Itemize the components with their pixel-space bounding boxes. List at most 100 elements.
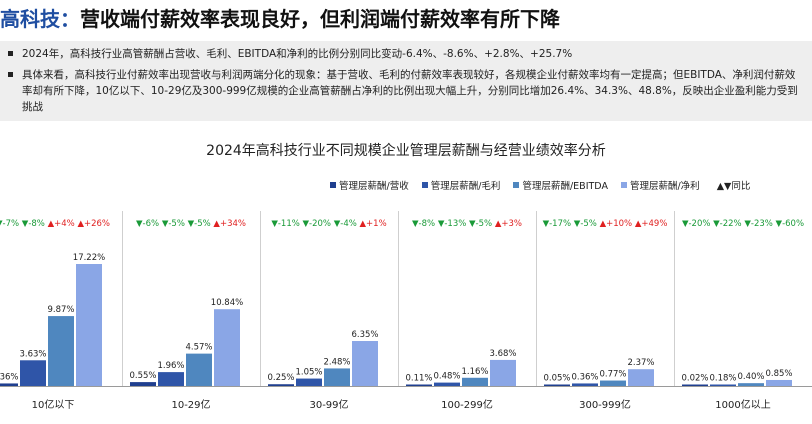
bar <box>214 309 240 386</box>
bar-value-label: 0.11% <box>405 374 432 384</box>
legend-label: 管理层薪酬/净利 <box>629 181 700 192</box>
bar <box>766 379 792 386</box>
bar-value-label: 0.36% <box>571 372 598 382</box>
summary-bullet-text: 具体来看，高科技行业付薪效率出现营收与利润两端分化的现象：基于营收、毛利的付薪效… <box>22 69 798 113</box>
bar <box>0 383 18 386</box>
yoy-change-row: ▼-8% ▼-13% ▼-5% ▲+3% <box>412 219 522 229</box>
x-tick-label: 30-99亿 <box>309 398 348 411</box>
yoy-change-label: ▼-6% <box>136 219 162 229</box>
bar-value-label: 1.16% <box>461 367 488 377</box>
yoy-change-label: ▼-5% <box>162 219 188 229</box>
bar <box>682 384 708 386</box>
bar-value-label: 4.57% <box>185 343 212 353</box>
bar <box>268 384 294 386</box>
yoy-change-label: ▼-5% <box>469 219 495 229</box>
summary-panel: 2024年，高科技行业高管薪酬占营收、毛利、EBITDA和净利的比例分别同比变动… <box>0 41 812 121</box>
yoy-change-label: ▲+3% <box>495 219 522 229</box>
bar-value-label: 2.48% <box>323 357 350 367</box>
bar <box>544 384 570 386</box>
bar <box>434 382 460 386</box>
legend-label: 管理层薪酬/营收 <box>339 181 409 192</box>
legend-item-net-profit: 管理层薪酬/净利 <box>620 178 700 192</box>
yoy-change-label: ▼-8% <box>22 219 48 229</box>
bullet-square-icon <box>8 51 13 56</box>
bar-value-label: 0.85% <box>765 369 792 379</box>
bar <box>406 384 432 386</box>
legend-swatch <box>421 182 428 188</box>
legend-swatch <box>620 182 627 188</box>
legend-item-gross-profit: 管理层薪酬/毛利 <box>421 178 501 192</box>
bar-value-label: 1.96% <box>157 361 184 371</box>
bullet-square-icon <box>8 72 13 77</box>
bar-value-label: 1.05% <box>295 368 322 378</box>
yoy-change-label: ▼-5% <box>574 219 600 229</box>
bar-value-label: 0.05% <box>543 374 570 384</box>
yoy-change-label: ▼-5% <box>188 219 214 229</box>
yoy-change-row: ▼-20% ▼-22% ▼-23% ▼-60% <box>682 219 804 229</box>
x-tick-label: 10亿以下 <box>32 398 75 411</box>
bar <box>600 380 626 386</box>
x-tick-label: 300-999亿 <box>579 398 631 411</box>
bar <box>48 316 74 386</box>
bar-value-label: 10.84% <box>211 298 243 308</box>
bar-value-label: 3.63% <box>19 349 46 359</box>
legend-item-revenue: 管理层薪酬/营收 <box>330 178 409 192</box>
bar-chart: ▼-7% ▼-8% ▲+4% ▲+26% 0.36% 3.63% 9.87% 17.22… <box>0 211 812 411</box>
yoy-change-label: ▲+1% <box>360 219 387 229</box>
bar <box>710 384 736 386</box>
bar <box>738 383 764 386</box>
bar-value-label: 0.36% <box>0 372 19 382</box>
yoy-change-label: ▲+4% <box>48 219 78 229</box>
bar <box>130 382 156 386</box>
bar <box>296 378 322 386</box>
yoy-change-row: ▼-11% ▼-20% ▼-4% ▲+1% <box>271 219 386 229</box>
yoy-change-row: ▼-6% ▼-5% ▼-5% ▲+34% <box>136 219 246 229</box>
yoy-change-label: ▼-17% <box>543 219 574 229</box>
bar <box>462 377 488 386</box>
bar <box>572 383 598 386</box>
legend-swatch <box>513 182 520 188</box>
bar <box>186 353 212 386</box>
summary-bullet-text: 2024年，高科技行业高管薪酬占营收、毛利、EBITDA和净利的比例分别同比变动… <box>22 48 573 60</box>
bar <box>324 368 350 386</box>
bar-value-label: 2.37% <box>627 358 654 368</box>
yoy-change-label: ▼-23% <box>744 219 775 229</box>
yoy-change-label: ▼-11% <box>271 219 302 229</box>
bar-value-label: 0.48% <box>433 372 460 382</box>
yoy-change-label: ▼-13% <box>438 219 469 229</box>
bar-value-label: 0.77% <box>599 370 626 380</box>
x-tick-label: 10-29亿 <box>171 398 210 411</box>
yoy-change-label: ▼-7% <box>0 219 22 229</box>
bar-value-label: 9.87% <box>47 305 74 315</box>
x-tick-label: 100-299亿 <box>441 398 493 411</box>
bar-value-label: 0.40% <box>737 372 764 382</box>
legend-item-ebitda: 管理层薪酬/EBITDA <box>513 178 608 192</box>
summary-bullet-1: 2024年，高科技行业高管薪酬占营收、毛利、EBITDA和净利的比例分别同比变动… <box>8 46 805 62</box>
bar <box>628 369 654 386</box>
bar-value-label: 3.68% <box>489 349 516 359</box>
bar-value-label: 0.25% <box>267 373 294 383</box>
yoy-change-label: ▲+34% <box>213 219 246 229</box>
bar <box>352 341 378 386</box>
yoy-change-row: ▼-7% ▼-8% ▲+4% ▲+26% <box>0 219 110 229</box>
page-title-brand: 高科技： <box>0 7 80 31</box>
bar <box>158 372 184 386</box>
page-title-rest: 营收端付薪效率表现良好，但利润端付薪效率有所下降 <box>80 7 560 31</box>
yoy-change-label: ▲+49% <box>635 219 668 229</box>
yoy-change-label: ▼-22% <box>713 219 744 229</box>
bar-value-label: 0.55% <box>129 371 156 381</box>
yoy-change-label: ▼-20% <box>303 219 334 229</box>
bar <box>490 359 516 386</box>
bar-value-label: 0.02% <box>681 374 708 384</box>
bar-value-label: 17.22% <box>73 253 105 263</box>
yoy-change-label: ▼-4% <box>334 219 360 229</box>
yoy-change-label: ▼-8% <box>412 219 438 229</box>
yoy-change-label: ▲+26% <box>77 219 110 229</box>
chart-legend: 管理层薪酬/营收 管理层薪酬/毛利 管理层薪酬/EBITDA 管理层薪酬/净利 … <box>330 178 750 192</box>
bar-value-label: 0.18% <box>709 374 736 384</box>
legend-label: 管理层薪酬/毛利 <box>430 181 501 192</box>
bar <box>20 360 46 386</box>
bar-value-label: 6.35% <box>351 330 378 340</box>
chart-title: 2024年高科技行业不同规模企业管理层薪酬与经营业绩效率分析 <box>206 143 606 159</box>
page-title: 高科技：营收端付薪效率表现良好，但利润端付薪效率有所下降 <box>0 4 560 34</box>
